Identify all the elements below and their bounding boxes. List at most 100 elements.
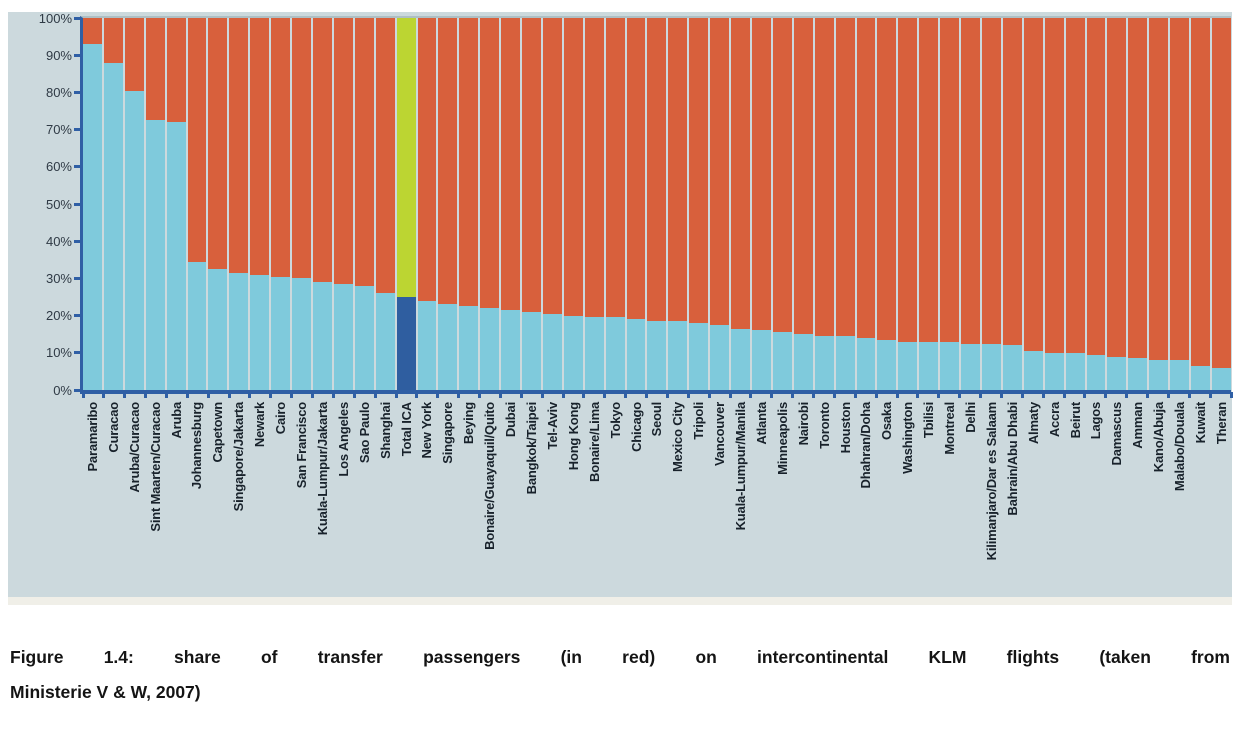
segment-transfer (375, 18, 395, 294)
segment-local (1107, 356, 1127, 390)
x-tick-mark (1187, 392, 1191, 398)
x-tick-mark (164, 392, 168, 398)
x-tick-mark (561, 392, 565, 398)
segment-transfer (166, 18, 186, 123)
x-tick-mark (540, 392, 544, 398)
segment-local (1044, 352, 1064, 390)
segment-total-ica-local (396, 297, 416, 390)
x-label-text: Beirut (1067, 402, 1083, 439)
segment-transfer (752, 18, 771, 331)
x-label-bonaire-guayaquil-quito: Bonaire/Guayaquil/Quito (480, 402, 499, 594)
bar-chicago (626, 18, 646, 390)
segment-local (940, 341, 960, 390)
bar-newark (250, 18, 270, 390)
x-label-text: Singapore (440, 402, 456, 464)
x-label-dubai: Dubai (501, 402, 520, 594)
x-label-newark: Newark (250, 402, 269, 594)
y-tick-label-0: 0% (53, 382, 72, 398)
bar-dhahran-doha (856, 18, 876, 390)
segment-local (605, 317, 625, 390)
x-label-tbilisi: Tbilisi (919, 402, 938, 594)
x-label-almaty: Almaty (1024, 402, 1043, 594)
x-label-dhahran-doha: Dhahran/Doha (857, 402, 876, 594)
x-tick-mark (874, 392, 878, 398)
bar-accra (1044, 18, 1064, 390)
x-label-text: Accra (1046, 402, 1062, 438)
segment-local (814, 336, 834, 390)
segment-transfer (1065, 18, 1085, 353)
bar-tokyo (605, 18, 625, 390)
x-label-beirut: Beirut (1066, 402, 1085, 594)
x-label-minneapolis: Minneapolis (773, 402, 792, 594)
x-tick-mark (832, 392, 836, 398)
x-tick-mark (394, 392, 398, 398)
y-tick-mark-90 (74, 53, 81, 57)
segment-transfer (1128, 18, 1148, 359)
x-label-vancouver: Vancouver (710, 402, 729, 594)
x-label-aruba-curacao: Aruba/Curacao (125, 402, 144, 594)
bar-delhi (961, 18, 980, 390)
x-label-text: Lagos (1088, 402, 1104, 440)
x-axis-labels: Paramaribo Curacao Aruba/Curacao Sint Maart… (83, 402, 1231, 594)
bar-beirut (1065, 18, 1085, 390)
x-label-text: Bonaire/Guayaquil/Quito (482, 402, 498, 550)
x-label-theran: Theran (1212, 402, 1231, 594)
x-label-text: Aruba (168, 402, 184, 439)
segment-local (333, 283, 353, 390)
x-label-text: Amman (1130, 402, 1146, 449)
segment-local (1211, 367, 1231, 390)
x-label-text: Beying (461, 402, 477, 445)
segment-transfer (354, 18, 374, 286)
x-tick-mark (290, 392, 294, 398)
x-label-cairo: Cairo (271, 402, 290, 594)
x-tick-mark (707, 392, 711, 398)
segment-transfer (1191, 18, 1210, 366)
x-label-text: Bangkok/Taipei (523, 402, 539, 495)
segment-transfer (605, 18, 625, 318)
bar-total-ica (396, 18, 416, 390)
x-tick-mark (1229, 392, 1233, 398)
x-tick-mark (331, 392, 335, 398)
x-tick-mark (1041, 392, 1045, 398)
segment-transfer (417, 18, 437, 301)
segment-local (772, 332, 792, 390)
segment-transfer (522, 18, 541, 312)
x-label-osaka: Osaka (877, 402, 896, 594)
bar-san-francisco (292, 18, 311, 390)
x-tick-mark (791, 392, 795, 398)
x-label-los-angeles: Los Angeles (334, 402, 353, 594)
bar-tripoli (689, 18, 709, 390)
bar-lagos (1086, 18, 1106, 390)
segment-local (919, 341, 939, 390)
segment-total-ica-transfer (396, 18, 416, 297)
x-label-text: Seoul (649, 402, 665, 437)
segment-transfer (1107, 18, 1127, 357)
x-label-toronto: Toronto (815, 402, 834, 594)
segment-local (1023, 350, 1043, 390)
bar-dubai (501, 18, 521, 390)
x-tick-mark (686, 392, 690, 398)
segment-local (710, 324, 730, 390)
bar-singapore-jakarta (229, 18, 249, 390)
x-tick-mark (1208, 392, 1212, 398)
x-label-text: Osaka (879, 402, 895, 441)
x-label-tel-aviv: Tel-Aviv (543, 402, 562, 594)
x-label-text: Kano/Abuja (1151, 402, 1167, 473)
x-label-sint-maarten-curacao: Sint Maarten/Curacao (146, 402, 165, 594)
segment-local (1149, 360, 1169, 390)
segment-local (1065, 352, 1085, 390)
x-tick-mark (81, 392, 85, 398)
figure-caption: Figure 1.4: share of transfer passengers… (10, 640, 1230, 710)
x-tick-mark (269, 392, 273, 398)
x-label-text: Capetown (210, 402, 226, 463)
x-tick-mark (123, 392, 127, 398)
x-tick-mark (937, 392, 941, 398)
y-tick-label-60: 60% (45, 159, 72, 175)
bar-minneapolis (772, 18, 792, 390)
x-label-paramaribo: Paramaribo (83, 402, 102, 594)
x-label-lagos: Lagos (1087, 402, 1106, 594)
x-label-text: Atlanta (753, 402, 769, 445)
x-label-text: New York (419, 402, 435, 459)
segment-local (438, 304, 458, 390)
segment-local (981, 343, 1001, 390)
